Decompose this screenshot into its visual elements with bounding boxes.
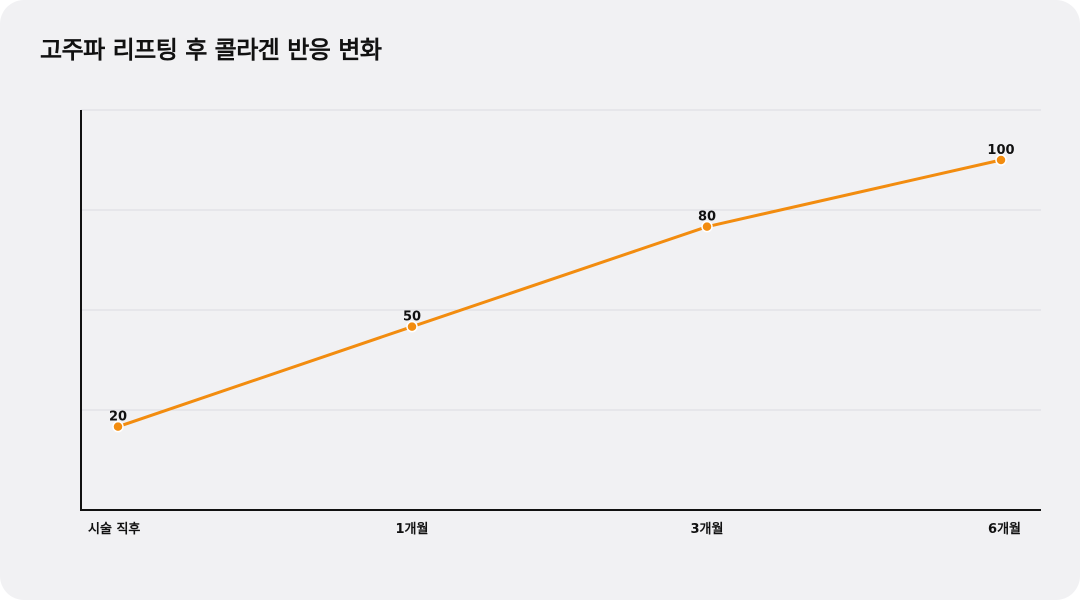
x-tick-labels: 시술 직후 1개월 3개월 6개월 [88, 521, 1021, 537]
axes [80, 110, 1041, 511]
series [112, 154, 1007, 433]
data-label: 80 [698, 210, 716, 225]
data-point [701, 220, 713, 233]
gridlines [81, 109, 1041, 411]
x-tick-label: 3개월 [691, 521, 724, 537]
data-point [995, 154, 1007, 166]
data-point [406, 320, 418, 333]
data-label: 100 [987, 143, 1014, 158]
data-point [112, 420, 124, 433]
data-labels: 20 50 80 100 [109, 143, 1015, 425]
data-label: 20 [109, 410, 127, 425]
series-line [116, 158, 1003, 429]
data-label: 50 [403, 310, 421, 325]
x-tick-label: 6개월 [988, 521, 1021, 537]
x-tick-label: 시술 직후 [88, 521, 140, 537]
x-tick-label: 1개월 [396, 521, 429, 537]
chart-title: 고주파 리프팅 후 콜라겐 반응 변화 [40, 36, 382, 64]
